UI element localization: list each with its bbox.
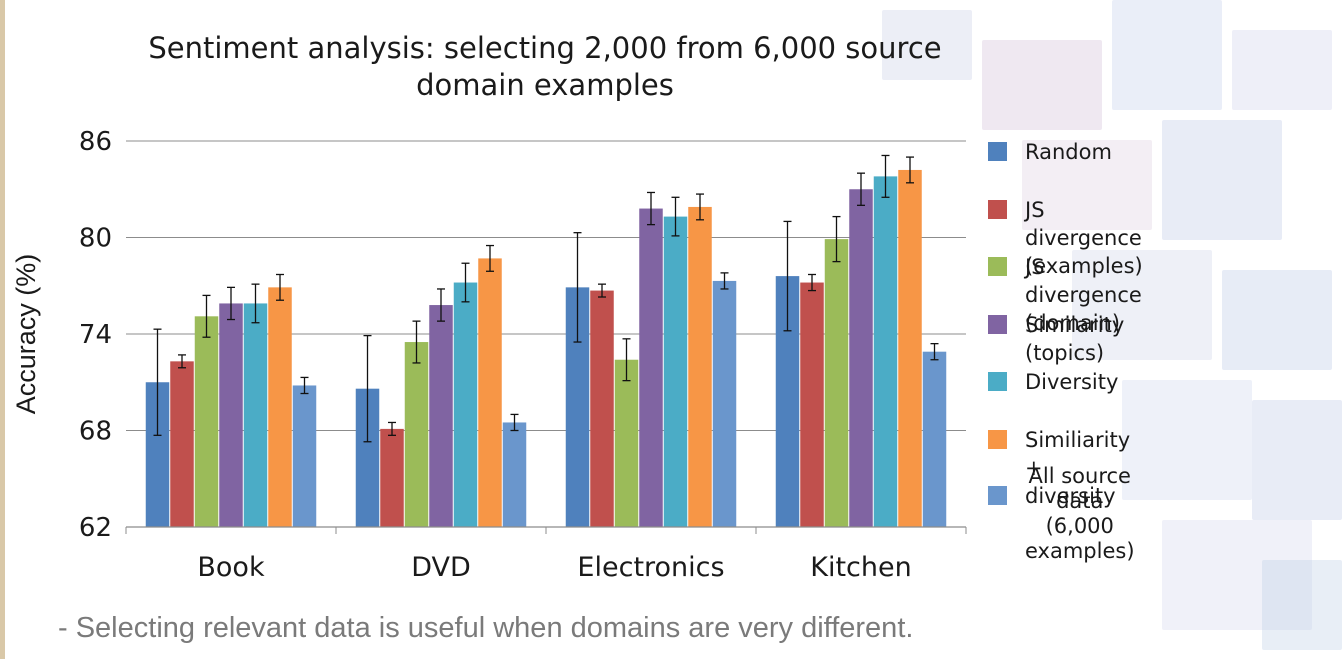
bar <box>380 428 404 527</box>
bars <box>145 154 947 528</box>
legend-label: All source data (6,000 examples) <box>1025 464 1135 563</box>
bar <box>219 303 243 527</box>
legend-swatch <box>988 199 1007 219</box>
bar <box>800 282 824 527</box>
bar <box>478 258 502 527</box>
legend-label: JS divergence (examples) <box>1025 197 1143 278</box>
bar <box>565 287 590 527</box>
y-tick-label: 68 <box>79 417 112 447</box>
bar <box>145 382 170 527</box>
bar <box>453 282 478 527</box>
legend-swatch <box>988 429 1007 449</box>
x-tick-label: Kitchen <box>810 552 911 583</box>
legend-label: Similarity (topics) <box>1025 312 1125 365</box>
legend-swatch <box>988 257 1007 276</box>
y-tick-label: 86 <box>79 127 112 157</box>
legend-swatch <box>988 314 1007 334</box>
x-tick-label: Book <box>197 552 265 583</box>
bar <box>712 280 737 527</box>
y-tick-label: 74 <box>79 320 112 350</box>
bar <box>775 276 800 527</box>
bar <box>170 361 194 527</box>
bar <box>243 303 268 527</box>
bar <box>355 388 380 527</box>
bar <box>194 316 219 527</box>
legend-label: Similiarity + diversity <box>1025 427 1131 508</box>
x-tick-label: DVD <box>411 552 471 583</box>
bar <box>429 305 453 527</box>
legend-swatch <box>988 372 1007 391</box>
bar <box>268 287 292 527</box>
legend-label: Random <box>1025 140 1112 164</box>
legend-label: Diversity <box>1025 370 1119 394</box>
legend-swatch <box>988 142 1007 161</box>
axes: 62 68 74 80 86 Accuracy (%) Book DVD Electronics… <box>11 127 967 583</box>
bar <box>824 239 849 527</box>
bar <box>292 385 317 527</box>
bar <box>502 422 527 527</box>
legend-label: JS divergence (domain) <box>1025 255 1142 335</box>
bar <box>688 206 712 528</box>
y-axis-label: Accuracy (%) <box>11 254 41 415</box>
bar <box>663 216 688 527</box>
bar <box>404 342 429 527</box>
bar <box>614 359 639 527</box>
legend-swatch <box>988 486 1007 505</box>
bar <box>639 208 663 528</box>
bar <box>898 169 922 527</box>
bar <box>922 351 947 527</box>
left-border-stripe <box>0 0 5 659</box>
x-tick-label: Electronics <box>577 552 724 583</box>
bar <box>590 290 614 527</box>
y-tick-label: 62 <box>79 513 112 543</box>
y-tick-label: 80 <box>79 224 112 254</box>
chart-title: Sentiment analysis: selecting 2,000 from… <box>148 31 942 102</box>
footnote-text: - Selecting relevant data is useful when… <box>58 612 914 644</box>
bar <box>849 189 873 527</box>
bar <box>873 176 898 527</box>
